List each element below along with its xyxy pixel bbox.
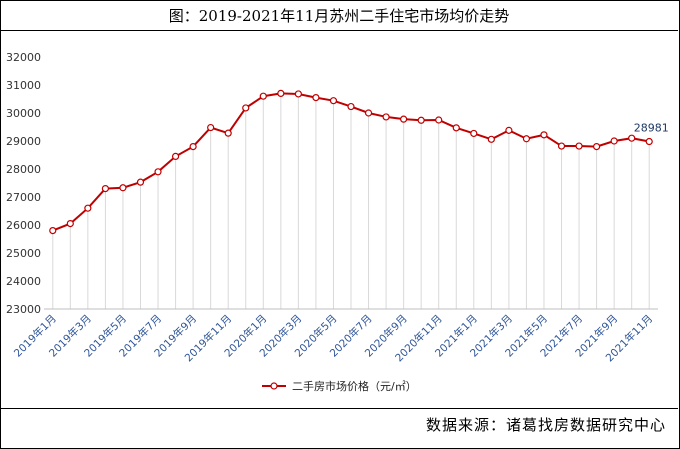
- data-point: [610, 137, 618, 145]
- data-point: [645, 137, 653, 146]
- y-tick-label: 26000: [6, 219, 41, 232]
- data-point: [49, 227, 57, 235]
- data-point: [382, 113, 390, 121]
- data-point: [189, 142, 197, 151]
- y-tick-label: 32000: [6, 51, 41, 64]
- data-point: [522, 135, 531, 143]
- legend: 二手房市场价格（元/㎡）: [262, 379, 417, 393]
- data-point: [400, 115, 408, 123]
- data-point: [487, 135, 495, 143]
- data-point: [84, 204, 92, 212]
- data-point: [101, 185, 110, 193]
- data-point: [171, 152, 180, 161]
- data-point: [154, 168, 162, 176]
- data-point: [557, 142, 566, 150]
- data-point: [575, 142, 583, 150]
- drop-lines: [52, 93, 650, 309]
- y-tick-label: 27000: [6, 191, 41, 204]
- y-tick-label: 25000: [6, 247, 41, 260]
- data-point: [470, 129, 478, 138]
- data-point: [347, 102, 355, 111]
- data-point: [277, 89, 285, 98]
- y-axis: 23000 24000 25000 26000 27000 28000 29000 30000…: [6, 51, 41, 316]
- data-point: [364, 109, 373, 117]
- data-point: [312, 93, 320, 102]
- data-point: [452, 124, 460, 132]
- data-point: [592, 142, 601, 151]
- y-tick-label: 28000: [6, 163, 41, 176]
- data-point: [540, 131, 548, 139]
- series-layer: [49, 89, 653, 235]
- chart-title: 图：2019-2021年11月苏州二手住宅市场均价走势: [0, 0, 678, 31]
- data-point: [119, 184, 127, 192]
- legend-swatch-marker: [270, 382, 278, 390]
- data-point: [66, 220, 74, 228]
- data-point: [224, 129, 232, 137]
- data-point: [242, 104, 250, 112]
- data-point: [435, 116, 443, 124]
- data-source-note: 数据来源：诸葛找房数据研究中心: [425, 416, 666, 434]
- data-point: [628, 134, 636, 142]
- data-label: 28981: [634, 122, 669, 135]
- data-point: [136, 178, 145, 186]
- data-point: [259, 92, 267, 100]
- y-tick-label: 23000: [6, 303, 41, 316]
- data-point: [329, 97, 338, 105]
- y-tick-label: 24000: [6, 275, 41, 288]
- data-point: [207, 123, 215, 132]
- data-point: [294, 90, 302, 98]
- legend-label: 二手房市场价格（元/㎡）: [292, 379, 417, 393]
- y-tick-label: 30000: [6, 107, 41, 120]
- annotations-layer: 28981: [634, 122, 669, 135]
- x-axis: 2019年1月2019年3月2019年5月2019年7月2019年9月2019年…: [11, 308, 658, 364]
- y-tick-label: 29000: [6, 135, 41, 148]
- price-line-chart: 23000 24000 25000 26000 27000 28000 29000 30000…: [6, 51, 669, 393]
- data-point: [417, 116, 425, 124]
- y-tick-label: 31000: [6, 79, 41, 92]
- chart-area: 23000 24000 25000 26000 27000 28000 29000 30000…: [0, 31, 678, 409]
- data-point: [505, 126, 513, 134]
